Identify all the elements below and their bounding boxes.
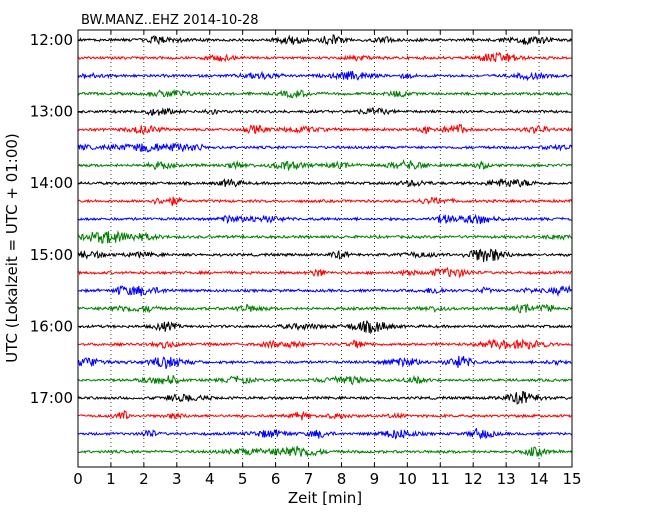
y-tick-label: 13:00 [30, 103, 73, 121]
y-tick-label: 15:00 [30, 246, 73, 264]
seismic-trace [77, 123, 573, 135]
seismic-trace [77, 34, 573, 46]
x-tick-label: 11 [431, 470, 450, 488]
seismic-trace [77, 229, 573, 244]
seismic-trace [77, 88, 572, 99]
seismic-traces [77, 34, 573, 458]
x-tick-label: 12 [464, 470, 483, 488]
seismic-trace [77, 374, 572, 386]
seismic-trace [77, 196, 573, 207]
x-tick-label: 13 [497, 470, 516, 488]
seismic-trace [77, 303, 573, 314]
seismic-trace [77, 338, 572, 350]
seismic-trace [77, 355, 572, 370]
axis-ticks [77, 30, 573, 467]
y-tick-label: 12:00 [30, 31, 73, 49]
x-tick-label: 8 [337, 470, 347, 488]
seismic-trace [77, 266, 572, 279]
x-tick-label: 5 [238, 470, 248, 488]
seismic-trace [77, 159, 572, 172]
seismic-trace [77, 107, 572, 116]
seismic-trace [77, 284, 573, 298]
y-tick-label: 14:00 [30, 174, 73, 192]
x-tick-label: 14 [530, 470, 549, 488]
seismic-trace [77, 320, 573, 335]
seismic-trace [77, 391, 572, 405]
x-tick-label: 6 [271, 470, 281, 488]
seismic-trace [77, 142, 573, 153]
y-tick-label: 16:00 [30, 317, 73, 335]
seismic-trace [77, 409, 572, 421]
chart-title: BW.MANZ..EHZ 2014-10-28 [81, 13, 259, 28]
y-tick-label: 17:00 [30, 389, 73, 407]
x-tick-label: 15 [562, 470, 581, 488]
plot-area [77, 29, 573, 468]
seismic-trace [77, 70, 573, 82]
x-tick-label: 2 [139, 470, 149, 488]
x-tick-label: 0 [73, 470, 83, 488]
x-tick-label: 3 [172, 470, 182, 488]
plot-frame [77, 29, 573, 468]
x-tick-label: 1 [106, 470, 116, 488]
y-axis-tick-labels: 12:00 13:00 14:00 15:00 16:00 17:00 [30, 31, 73, 407]
x-tick-label: 4 [205, 470, 215, 488]
x-tick-label: 10 [398, 470, 417, 488]
seismic-trace [77, 445, 573, 458]
seismic-trace [77, 428, 573, 440]
x-tick-label: 7 [304, 470, 314, 488]
x-tick-label: 9 [370, 470, 380, 488]
x-axis-tick-labels: 0 1 2 3 4 5 6 7 8 9 10 11 12 13 14 15 [73, 470, 581, 488]
seismic-trace [77, 51, 572, 63]
grid-lines [110, 30, 540, 467]
seismic-trace [77, 248, 572, 263]
seismic-trace [77, 213, 572, 225]
x-axis-label: Zeit [min] [288, 489, 362, 507]
seismic-trace [77, 178, 572, 188]
y-axis-label: UTC (Lokalzeit = UTC + 01:00) [3, 133, 21, 363]
